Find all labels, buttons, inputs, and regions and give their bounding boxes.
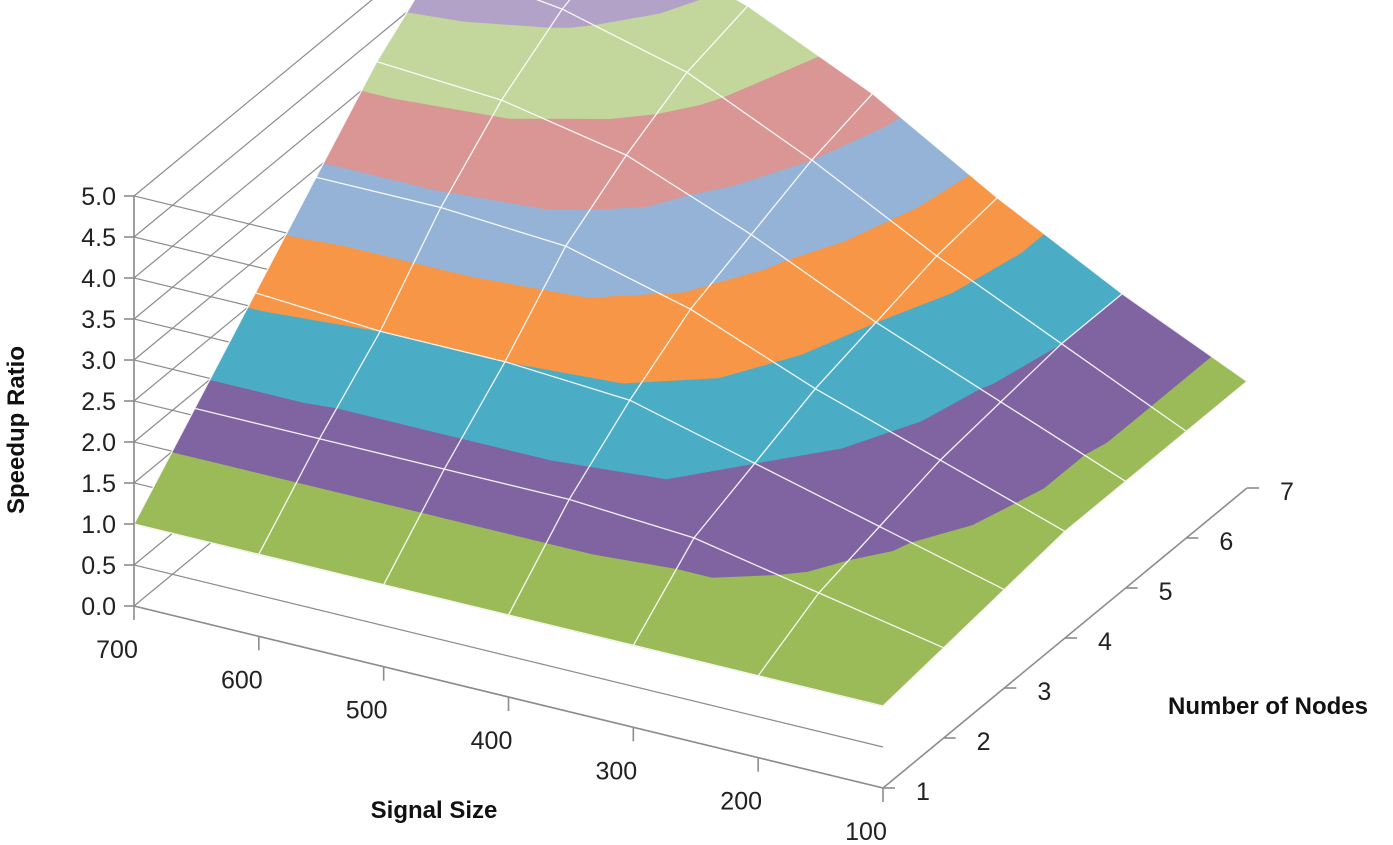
z-tick-label: 2.5 xyxy=(81,388,116,416)
y-tick-label: 1 xyxy=(916,778,930,806)
z-tick-label: 4.5 xyxy=(81,224,116,252)
mesh-line xyxy=(133,0,416,525)
y-tick-label: 3 xyxy=(1037,678,1051,706)
mesh-line xyxy=(258,0,571,555)
surface-band-patch xyxy=(557,0,571,10)
y-axis-title: Number of Nodes xyxy=(1168,693,1368,720)
z-tick-label: 2.0 xyxy=(81,429,116,457)
z-tick-label: 0.5 xyxy=(81,552,116,580)
x-tick-label: 100 xyxy=(845,818,887,845)
axes xyxy=(124,195,1259,802)
x-tick-label: 400 xyxy=(471,727,513,755)
x-tick-label: 700 xyxy=(96,636,138,664)
surface-band-patch xyxy=(536,0,563,10)
mesh-line xyxy=(632,197,998,646)
y-tick-label: 5 xyxy=(1159,578,1173,606)
y-tick-label: 7 xyxy=(1280,478,1294,506)
y-tick-label: 2 xyxy=(977,728,991,756)
surface-plot xyxy=(133,0,1248,707)
tick-labels: 0.0 0.5 1.0 1.5 2.0 2.5 3.0 3.5 4.0 4.5 5.0 100 200 3… xyxy=(81,183,1294,845)
x-tick-label: 600 xyxy=(221,666,263,694)
z-tick-label: 0.0 xyxy=(81,593,116,621)
mesh-line xyxy=(507,93,873,616)
mesh-line xyxy=(757,293,1123,677)
z-tick-label: 1.5 xyxy=(81,470,116,498)
x-axis-title: Signal Size xyxy=(371,797,498,824)
surface-band-patch xyxy=(652,0,700,14)
x-tick-label: 500 xyxy=(346,697,388,725)
y-tick-label: 4 xyxy=(1098,628,1112,656)
mesh-line xyxy=(882,380,1248,707)
z-tick-label: 3.5 xyxy=(81,306,116,334)
y-tick-label: 6 xyxy=(1219,528,1233,556)
surface-band-patch xyxy=(406,0,466,22)
mesh-line xyxy=(383,5,749,586)
z-axis-title: Speedup Ratio xyxy=(3,346,30,514)
x-tick-label: 300 xyxy=(595,757,637,785)
x-tick-label: 200 xyxy=(720,788,762,816)
z-tick-label: 4.0 xyxy=(81,265,116,293)
z-tick-label: 1.0 xyxy=(81,511,116,539)
z-tick-label: 3.0 xyxy=(81,347,116,375)
z-tick-label: 5.0 xyxy=(81,183,116,211)
